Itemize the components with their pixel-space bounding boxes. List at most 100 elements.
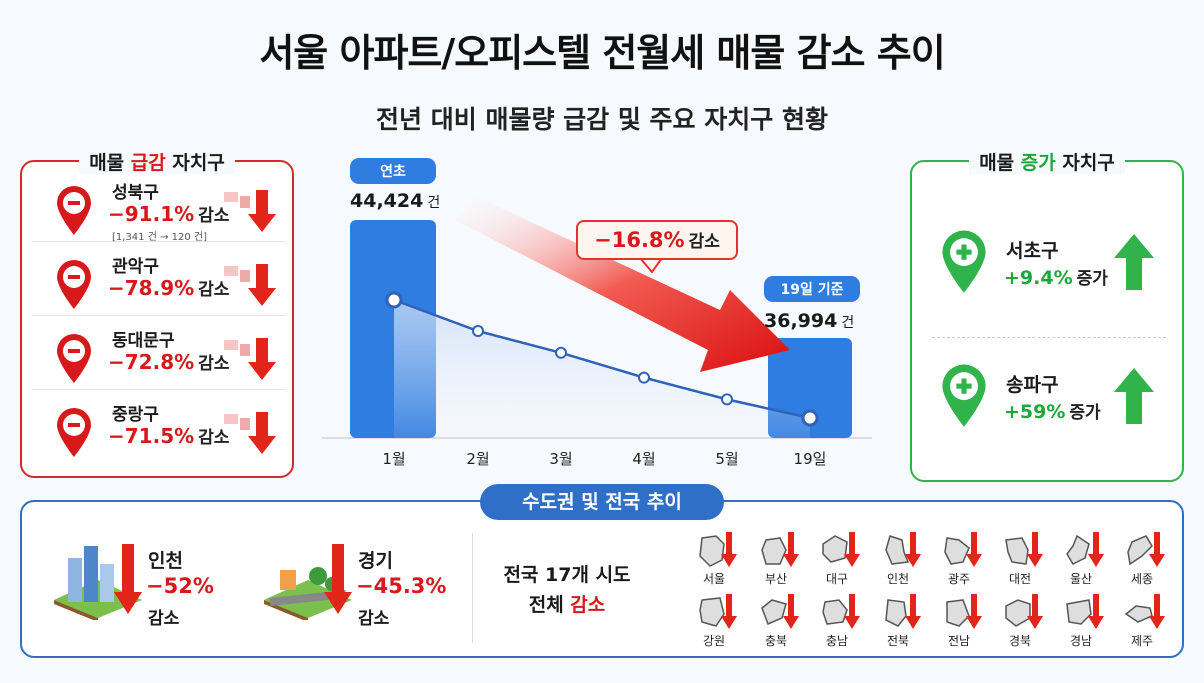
province-map-icon [1063, 534, 1093, 568]
x-tick-label: 1월 [382, 450, 406, 468]
district-note: [1,341 건 → 120 건] [112, 232, 208, 243]
down-arrow-icon [782, 532, 800, 568]
decrease-district-item: 중랑구 −71.5% 감소 [32, 398, 286, 464]
district-name: 성북구 [112, 183, 159, 203]
national-trend-heading: 수도권 및 전국 추이 [480, 484, 724, 520]
down-arrow-icon [904, 594, 922, 630]
bar-19일 [768, 338, 852, 438]
down-arrow-icon [720, 532, 738, 568]
province-name: 경북 [1008, 634, 1032, 648]
down-arrow-icon [220, 186, 280, 234]
province-map-icon [1002, 534, 1032, 568]
province-item: 대구 [813, 532, 877, 588]
trend-point [638, 371, 650, 384]
increase-district-item: 송파구 +59% 증가 [922, 326, 1176, 446]
x-tick-label: 19일 [793, 450, 827, 468]
change-callout: −16.8% 감소 [576, 220, 738, 260]
city-buildings-icon [50, 540, 150, 622]
province-name: 대구 [825, 572, 849, 586]
province-name: 광주 [947, 572, 971, 586]
province-item: 세종 [1118, 532, 1182, 588]
increase-panel-heading: 매물 증가 자치구 [912, 148, 1182, 175]
region-change-unit: 감소 [358, 609, 390, 629]
down-arrow-icon [965, 594, 983, 630]
up-arrow-icon [1104, 366, 1164, 424]
x-tick-label: 3월 [549, 450, 573, 468]
province-name: 인천 [886, 572, 910, 586]
road-town-icon [260, 540, 360, 622]
province-item: 강원 [690, 594, 754, 650]
minus-pin-icon [54, 406, 94, 458]
national-trend-panel [20, 500, 1184, 658]
province-item: 울산 [1057, 532, 1121, 588]
increase-district-item: 서초구 +9.4% 증가 [922, 192, 1176, 338]
region-name: 인천 [148, 550, 183, 572]
region-change-unit: 감소 [148, 609, 180, 629]
plus-pin-icon [938, 228, 990, 294]
bar-value-label: 36,994 건 [764, 310, 855, 332]
change-unit: 증가 [1076, 269, 1108, 289]
down-arrow-icon [904, 532, 922, 568]
decrease-districts-panel: 매물 급감 자치구 성북구 −91.1% 감소 [1,341 건 → 120 건] 관악… [20, 152, 294, 478]
trend-point [555, 346, 567, 359]
province-name: 서울 [702, 572, 726, 586]
panel-separator [932, 337, 1166, 338]
page-title: 서울 아파트/오피스텔 전월세 매물 감소 추이 [259, 31, 945, 75]
minus-pin-icon [54, 332, 94, 384]
district-name: 송파구 [1006, 374, 1059, 396]
district-change: −72.8% 감소 [108, 350, 230, 374]
province-item: 서울 [690, 532, 754, 588]
down-arrow-icon [1026, 532, 1044, 568]
province-item: 경남 [1057, 594, 1121, 650]
down-arrow-icon [1026, 594, 1044, 630]
province-name: 울산 [1069, 572, 1093, 586]
decrease-district-item: 관악구 −78.9% 감소 [32, 250, 286, 316]
decrease-district-item: 동대문구 −72.8% 감소 [32, 324, 286, 390]
province-name: 대전 [1008, 572, 1032, 586]
trend-point [472, 325, 484, 338]
down-arrow-icon [220, 408, 280, 456]
minus-pin-icon [54, 184, 94, 236]
change-unit: 감소 [198, 206, 230, 226]
province-item: 경북 [996, 594, 1060, 650]
district-name: 동대문구 [112, 331, 175, 351]
district-name: 서초구 [1006, 240, 1059, 262]
plus-pin-icon [938, 362, 990, 428]
district-change: −91.1% 감소 [108, 202, 230, 226]
panel-divider [472, 533, 473, 643]
change-unit: 감소 [198, 280, 230, 300]
down-arrow-icon [782, 594, 800, 630]
province-map-icon [1124, 596, 1154, 630]
province-map-icon [880, 534, 910, 568]
callout-pointer [637, 257, 664, 274]
province-item: 대전 [996, 532, 1060, 588]
province-item: 전북 [874, 594, 938, 650]
decrease-district-item: 성북구 −91.1% 감소 [1,341 건 → 120 건] [32, 176, 286, 243]
province-map-icon [758, 534, 788, 568]
district-change: +9.4% 증가 [1004, 267, 1108, 289]
x-tick-label: 4월 [632, 450, 656, 468]
down-arrow-icon [220, 260, 280, 308]
change-unit: 감소 [198, 354, 230, 374]
down-arrow-icon [1087, 532, 1105, 568]
national-summary: 전국 17개 시도 전체 감소 [503, 564, 631, 616]
province-map-icon [941, 534, 971, 568]
province-map-icon [880, 596, 910, 630]
province-name: 세종 [1130, 572, 1154, 586]
district-change: +59% 증가 [1004, 401, 1101, 423]
down-arrow-icon [1148, 532, 1166, 568]
bar-1월 [350, 220, 436, 438]
province-name: 전남 [947, 634, 971, 648]
district-change: −78.9% 감소 [108, 276, 230, 300]
bar-value-unit: 건 [427, 195, 441, 211]
trend-line [393, 298, 811, 420]
down-arrow-icon [220, 334, 280, 382]
bar-pill-label: 19일 기준 [764, 276, 860, 302]
district-name: 중랑구 [112, 405, 159, 425]
region-change: −52% [146, 574, 214, 598]
down-arrow-icon [1087, 594, 1105, 630]
down-arrow-icon [965, 532, 983, 568]
bar-pill-label: 연초 [350, 158, 436, 184]
x-tick-label: 2월 [466, 450, 490, 468]
trend-point [385, 291, 403, 309]
